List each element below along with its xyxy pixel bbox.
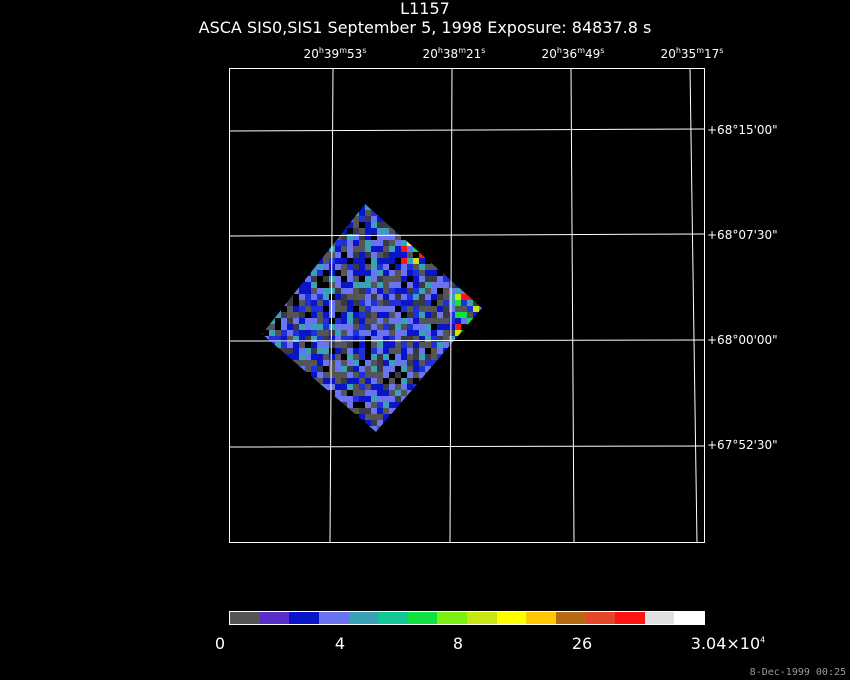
colorbar-label: 4 <box>334 634 346 653</box>
colorbar-segment <box>585 612 616 624</box>
ra-tick-label: 20h38m21s <box>422 46 486 61</box>
dec-tick-label: +68°00'00" <box>707 333 778 347</box>
colorbar-segment <box>318 612 349 624</box>
colorbar-label: 26 <box>571 634 593 653</box>
timestamp: 8-Dec-1999 00:25 <box>749 667 846 678</box>
grid-line-dec <box>229 445 705 448</box>
colorbar-segment <box>259 612 290 624</box>
dec-tick-label: +68°15'00" <box>707 123 778 137</box>
ra-tick-label: 20h39m53s <box>303 46 367 61</box>
colorbar-segment <box>348 612 379 624</box>
ra-tick-label: 20h36m49s <box>541 46 605 61</box>
colorbar-segment <box>615 612 645 624</box>
dec-tick-label: +67°52'30" <box>707 438 778 452</box>
grid-line-dec <box>229 339 705 342</box>
plot-frame <box>229 68 705 543</box>
colorbar-label: 8 <box>452 634 464 653</box>
colorbar-segment <box>644 612 675 624</box>
coordinate-grid <box>229 68 705 543</box>
grid-line-ra <box>570 68 575 543</box>
grid-line-ra <box>449 68 453 543</box>
colorbar-label: 3.04×104 <box>690 634 766 653</box>
colorbar-segment <box>496 612 527 624</box>
dec-tick-label: +68°07'30" <box>707 228 778 242</box>
plot-subtitle: ASCA SIS0,SIS1 September 5, 1998 Exposur… <box>198 18 652 37</box>
ra-tick-label: 20h35m17s <box>660 46 724 61</box>
colorbar-segment <box>674 612 704 624</box>
colorbar-label: 0 <box>214 634 226 653</box>
grid-line-dec <box>229 128 705 132</box>
colorbar-segment <box>407 612 438 624</box>
colorbar-segment <box>378 612 408 624</box>
grid-line-dec <box>229 233 705 237</box>
xray-image <box>229 68 705 543</box>
plot-title: L1157 <box>400 0 450 18</box>
colorbar-segment <box>230 612 260 624</box>
colorbar-segment <box>526 612 556 624</box>
colorbar-segment <box>437 612 467 624</box>
colorbar-segment <box>467 612 497 624</box>
colorbar <box>229 611 705 625</box>
grid-line-ra <box>689 68 698 543</box>
colorbar-segment <box>555 612 586 624</box>
colorbar-segment <box>289 612 319 624</box>
grid-line-ra <box>329 68 334 543</box>
